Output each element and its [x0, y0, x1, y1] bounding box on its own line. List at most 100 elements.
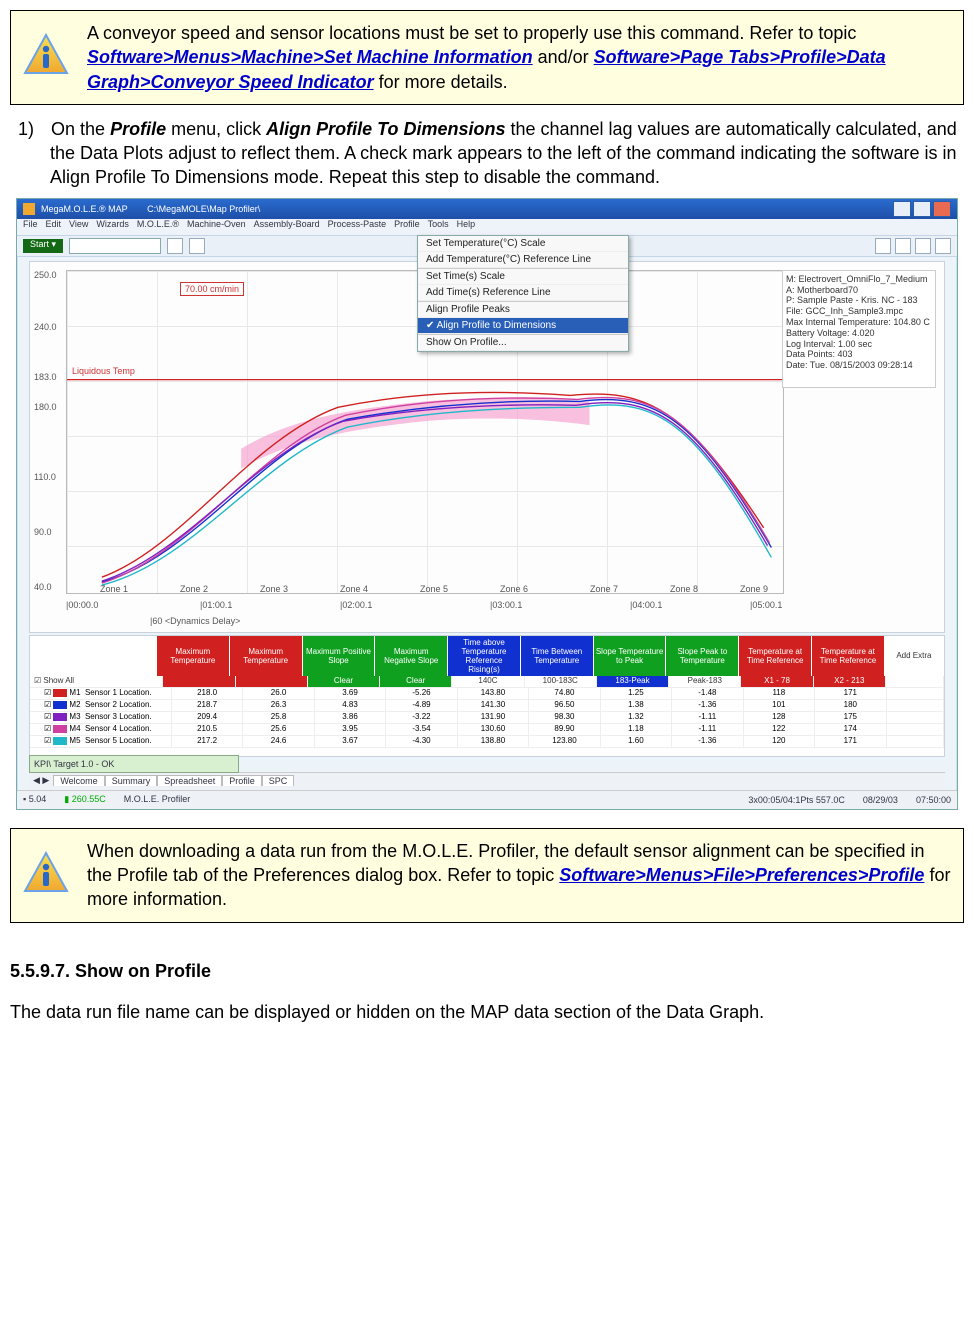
command-name: Align Profile To Dimensions — [266, 119, 505, 139]
y-tick-label: 40.0 — [34, 582, 52, 592]
page-tab[interactable]: Welcome — [53, 775, 104, 786]
info-icon — [23, 851, 69, 900]
add-extra-button[interactable]: Add Extra — [885, 636, 944, 676]
menu-item[interactable]: M.O.L.E.® — [137, 219, 179, 235]
y-tick-label: 183.0 — [34, 372, 57, 382]
menu-item[interactable]: ✔ Align Profile to Dimensions — [418, 318, 628, 334]
text: On the — [51, 119, 110, 139]
menu-item[interactable]: Add Temperature(°C) Reference Line — [418, 252, 628, 268]
table-row-label[interactable]: ☑ M1 Sensor 1 Location. — [30, 688, 172, 700]
page-tab[interactable]: Summary — [105, 775, 158, 786]
column-header: Time Between Temperature — [521, 636, 594, 676]
x-tick-label: |05:00.1 — [750, 600, 782, 610]
menu-item[interactable]: File — [23, 219, 38, 235]
y-tick-label: 240.0 — [34, 322, 57, 332]
toolbar-icon[interactable] — [915, 238, 931, 254]
column-header: Temperature at Time Reference — [812, 636, 885, 676]
menu-item[interactable]: View — [69, 219, 88, 235]
x-tick-label: |01:00.1 — [200, 600, 232, 610]
window-title: MegaM.O.L.E.® MAP — [41, 204, 128, 214]
profile-menu-dropdown: Set Temperature(°C) ScaleAdd Temperature… — [417, 235, 629, 352]
menu-item[interactable]: Add Time(s) Reference Line — [418, 285, 628, 301]
menu-item[interactable]: Set Temperature(°C) Scale — [418, 236, 628, 252]
app-screenshot: MegaM.O.L.E.® MAP C:\MegaMOLE\Map Profil… — [16, 198, 958, 810]
zone-label: Zone 8 — [670, 584, 698, 594]
status-bar: ▪ 5.04 ▮ 260.55C M.O.L.E. Profiler 3x00:… — [17, 790, 957, 809]
info-callout-1: A conveyor speed and sensor locations mu… — [10, 10, 964, 105]
menu-name: Profile — [110, 119, 166, 139]
minimize-button[interactable] — [893, 201, 911, 217]
menubar: File Edit View Wizards M.O.L.E.® Machine-Oven… — [17, 219, 957, 236]
x-legend: |60 <Dynamics Delay> — [150, 616, 240, 626]
toolbar-icon[interactable] — [167, 238, 183, 254]
zone-label: Zone 2 — [180, 584, 208, 594]
menu-item[interactable]: Edit — [46, 219, 62, 235]
column-header: Maximum Negative Slope — [375, 636, 448, 676]
table-row-label[interactable]: ☑ M4 Sensor 4 Location. — [30, 724, 172, 736]
speed-indicator: 70.00 cm/min — [180, 282, 244, 296]
text: menu, click — [166, 119, 266, 139]
table-row-label[interactable]: ☑ M2 Sensor 2 Location. — [30, 700, 172, 712]
page-tab[interactable]: SPC — [262, 775, 295, 786]
column-header: Temperature at Time Reference — [739, 636, 812, 676]
kpi-tab[interactable]: KPI\ Target 1.0 - OK — [29, 755, 239, 773]
zone-label: Zone 4 — [340, 584, 368, 594]
menu-item[interactable]: Tools — [428, 219, 449, 235]
menu-item[interactable]: Align Profile Peaks — [418, 302, 628, 318]
x-tick-label: |03:00.1 — [490, 600, 522, 610]
table-row-label[interactable]: ☑ M3 Sensor 3 Location. — [30, 712, 172, 724]
menu-item[interactable]: Assembly-Board — [254, 219, 320, 235]
menu-item[interactable]: Machine-Oven — [187, 219, 246, 235]
toolbar-icon[interactable] — [935, 238, 951, 254]
y-tick-label: 180.0 — [34, 402, 57, 412]
page-tabs: ◀ ▶ WelcomeSummarySpreadsheetProfileSPC — [29, 772, 945, 789]
step-number: 1) — [18, 117, 46, 141]
x-tick-label: |04:00.1 — [630, 600, 662, 610]
window-path: C:\MegaMOLE\Map Profiler\ — [147, 204, 260, 214]
column-header: Maximum Positive Slope — [303, 636, 376, 676]
info-callout-2-text: When downloading a data run from the M.O… — [87, 839, 951, 912]
start-button[interactable]: Start ▾ — [23, 239, 63, 253]
link-preferences-profile[interactable]: Software>Menus>File>Preferences>Profile — [559, 865, 924, 885]
toolbar-icon[interactable] — [875, 238, 891, 254]
menu-item[interactable]: Process-Paste — [328, 219, 387, 235]
zone-label: Zone 3 — [260, 584, 288, 594]
menu-item[interactable]: Set Time(s) Scale — [418, 269, 628, 285]
show-all-checkbox[interactable]: ☑ Show All — [30, 676, 163, 688]
column-header: Slope Peak to Temperature — [666, 636, 739, 676]
reference-label: Liquidous Temp — [72, 366, 135, 376]
close-button[interactable] — [933, 201, 951, 217]
link-set-machine-info[interactable]: Software>Menus>Machine>Set Machine Infor… — [87, 47, 533, 67]
y-tick-label: 110.0 — [34, 472, 56, 482]
info-icon — [23, 33, 69, 82]
y-tick-label: 250.0 — [34, 270, 57, 280]
toolbar-icon[interactable] — [895, 238, 911, 254]
column-header: Slope Temperature to Peak — [594, 636, 667, 676]
text: for more details. — [374, 72, 508, 92]
role-select[interactable] — [69, 238, 161, 254]
zone-label: Zone 5 — [420, 584, 448, 594]
menu-item[interactable]: Help — [457, 219, 476, 235]
step-1: 1) On the Profile menu, click Align Prof… — [50, 117, 964, 190]
page-tab[interactable]: Profile — [222, 775, 262, 786]
zone-label: Zone 9 — [740, 584, 768, 594]
toolbar-icon[interactable] — [189, 238, 205, 254]
menu-item[interactable]: Wizards — [96, 219, 129, 235]
section-heading: 5.5.9.7. Show on Profile — [10, 961, 964, 982]
page-tab[interactable]: Spreadsheet — [157, 775, 222, 786]
text: A conveyor speed and sensor locations mu… — [87, 23, 856, 43]
zone-label: Zone 6 — [500, 584, 528, 594]
window-buttons — [893, 201, 951, 217]
info-callout-2: When downloading a data run from the M.O… — [10, 828, 964, 923]
x-tick-label: |00:00.0 — [66, 600, 98, 610]
menu-item[interactable]: Show On Profile... — [418, 335, 628, 351]
maximize-button[interactable] — [913, 201, 931, 217]
zone-label: Zone 1 — [100, 584, 128, 594]
column-header: Maximum Temperature — [230, 636, 303, 676]
text: and/or — [533, 47, 594, 67]
menu-item[interactable]: Profile — [394, 219, 420, 235]
table-row-label[interactable]: ☑ M5 Sensor 5 Location. — [30, 736, 172, 748]
y-tick-label: 90.0 — [34, 527, 52, 537]
column-header: Time above Temperature Reference Rising(… — [448, 636, 521, 676]
body-paragraph: The data run file name can be displayed … — [10, 1000, 964, 1024]
